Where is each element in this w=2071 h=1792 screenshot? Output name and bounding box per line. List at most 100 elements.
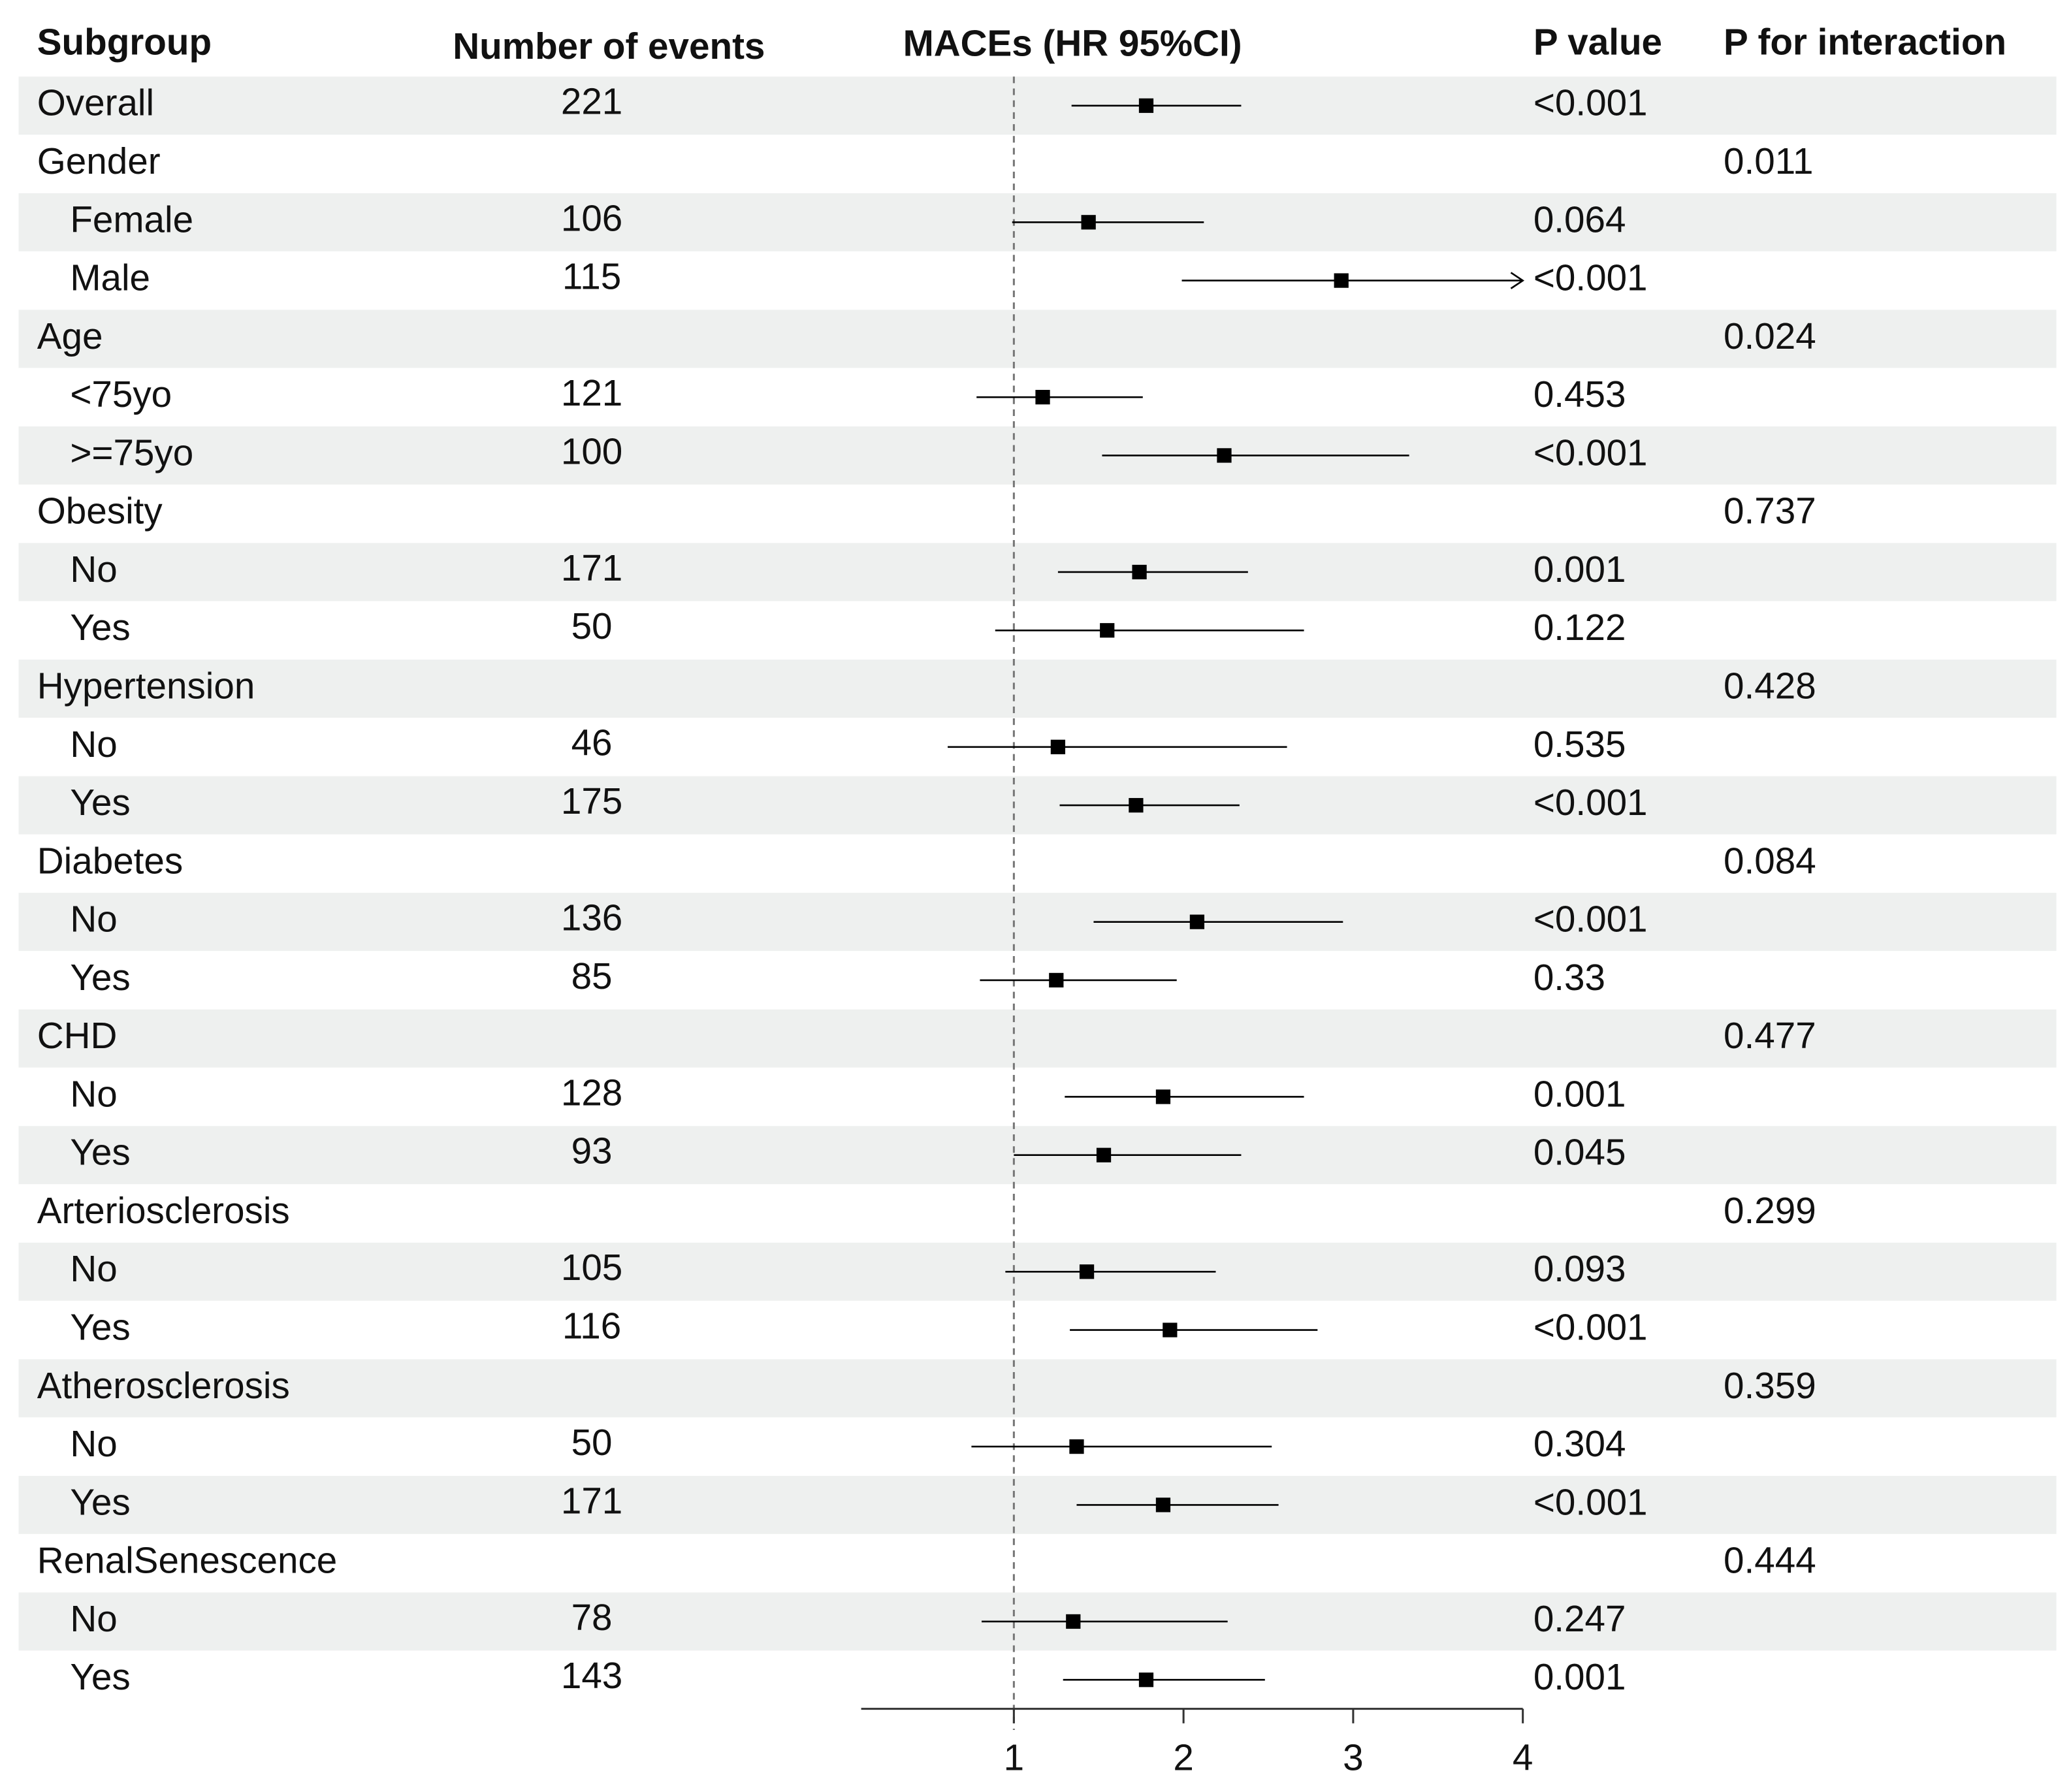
hr-box <box>1081 215 1096 230</box>
p-value: 0.001 <box>1533 1656 1626 1697</box>
row-shading <box>18 543 2057 601</box>
subgroup-label: Yes <box>70 1307 130 1348</box>
subgroup-label: No <box>70 1073 117 1114</box>
p-value: <0.001 <box>1533 82 1648 123</box>
subgroup-label: Yes <box>70 1656 130 1697</box>
p-value: <0.001 <box>1533 1481 1648 1522</box>
hr-box <box>1217 448 1232 463</box>
p-value: 0.122 <box>1533 607 1626 648</box>
events: 221 <box>561 81 622 122</box>
x-tick-label: 2 <box>1173 1736 1193 1778</box>
column-header: P value <box>1533 22 1662 63</box>
events: 106 <box>561 197 622 238</box>
subgroup-label: No <box>70 1423 117 1464</box>
hr-box <box>1069 1439 1084 1454</box>
hr-box <box>1100 623 1115 638</box>
row-shading <box>18 660 2057 718</box>
column-header: MACEs (HR 95%CI) <box>903 23 1242 64</box>
p-interaction: 0.299 <box>1724 1190 1816 1231</box>
row-shading <box>18 426 2057 485</box>
p-value: 0.535 <box>1533 724 1626 765</box>
p-value: 0.453 <box>1533 374 1626 415</box>
events: 100 <box>561 430 622 472</box>
row-shading <box>18 893 2057 952</box>
p-value: 0.093 <box>1533 1248 1626 1289</box>
x-tick-label: 3 <box>1343 1736 1363 1778</box>
events: 143 <box>561 1655 622 1696</box>
group-label: Hypertension <box>37 665 255 706</box>
hr-box <box>1163 1322 1178 1337</box>
row-shading <box>18 1009 2057 1068</box>
events: 78 <box>571 1597 613 1638</box>
p-value: <0.001 <box>1533 899 1648 940</box>
x-tick-label: 4 <box>1513 1736 1533 1778</box>
group-label: Arteriosclerosis <box>37 1190 290 1231</box>
p-value: <0.001 <box>1533 782 1648 823</box>
events: 105 <box>561 1247 622 1288</box>
ci-arrow <box>1510 272 1525 289</box>
hr-box <box>1049 972 1064 988</box>
subgroup-label: <75yo <box>70 374 172 415</box>
p-value: 0.33 <box>1533 957 1605 998</box>
subgroup-label: Yes <box>70 957 130 998</box>
group-label: Gender <box>37 140 161 182</box>
subgroup-label: Yes <box>70 782 130 823</box>
p-value: 0.001 <box>1533 549 1626 590</box>
hr-box <box>1129 797 1144 813</box>
subgroup-label: No <box>70 899 117 940</box>
hr-box <box>1189 914 1205 929</box>
hr-box <box>1138 98 1154 113</box>
events: 128 <box>561 1072 622 1113</box>
p-interaction: 0.359 <box>1724 1365 1816 1406</box>
hr-box <box>1155 1497 1171 1512</box>
hr-box <box>1096 1147 1112 1162</box>
events: 50 <box>571 1422 613 1463</box>
subgroup-label: No <box>70 549 117 590</box>
p-value: 0.064 <box>1533 199 1626 240</box>
group-label: Diabetes <box>37 840 183 881</box>
events: 175 <box>561 780 622 822</box>
p-interaction: 0.084 <box>1724 840 1816 881</box>
subgroup-label: Male <box>70 257 150 298</box>
column-header: Subgroup <box>37 22 212 63</box>
events: 50 <box>571 605 613 647</box>
p-interaction: 0.444 <box>1724 1540 1816 1581</box>
subgroup-label: >=75yo <box>70 432 193 473</box>
group-label: Age <box>37 315 103 357</box>
p-value: <0.001 <box>1533 257 1648 298</box>
row-shading <box>18 1359 2057 1418</box>
p-value: 0.304 <box>1533 1423 1626 1464</box>
p-interaction: 0.024 <box>1724 315 1816 357</box>
subgroup-label: Yes <box>70 1132 130 1173</box>
hr-box <box>1334 273 1349 288</box>
events: 121 <box>561 372 622 413</box>
subgroup-label: Female <box>70 199 193 240</box>
subgroup-label: Yes <box>70 1481 130 1522</box>
hr-box <box>1132 564 1147 580</box>
p-value: 0.045 <box>1533 1132 1626 1173</box>
group-label: Obesity <box>37 490 163 532</box>
p-value: <0.001 <box>1533 432 1648 473</box>
column-header: Number of events <box>453 25 765 67</box>
p-value: 0.247 <box>1533 1598 1626 1639</box>
p-interaction: 0.737 <box>1724 490 1816 532</box>
subgroup-label: No <box>70 1248 117 1289</box>
p-interaction: 0.428 <box>1724 665 1816 706</box>
events: 93 <box>571 1130 613 1172</box>
p-interaction: 0.477 <box>1724 1015 1816 1056</box>
subgroup-label: Yes <box>70 607 130 648</box>
p-interaction: 0.011 <box>1724 140 1813 182</box>
events: 46 <box>571 722 613 763</box>
row-shading <box>18 1475 2057 1534</box>
hr-box <box>1079 1264 1095 1279</box>
hr-box <box>1050 739 1066 754</box>
row-shading <box>18 310 2057 368</box>
group-label: RenalSenescence <box>37 1540 337 1581</box>
events: 116 <box>562 1305 621 1346</box>
hr-box <box>1155 1089 1171 1104</box>
p-value: 0.001 <box>1533 1073 1626 1114</box>
x-tick-label: 1 <box>1004 1736 1024 1778</box>
events: 85 <box>571 955 613 997</box>
